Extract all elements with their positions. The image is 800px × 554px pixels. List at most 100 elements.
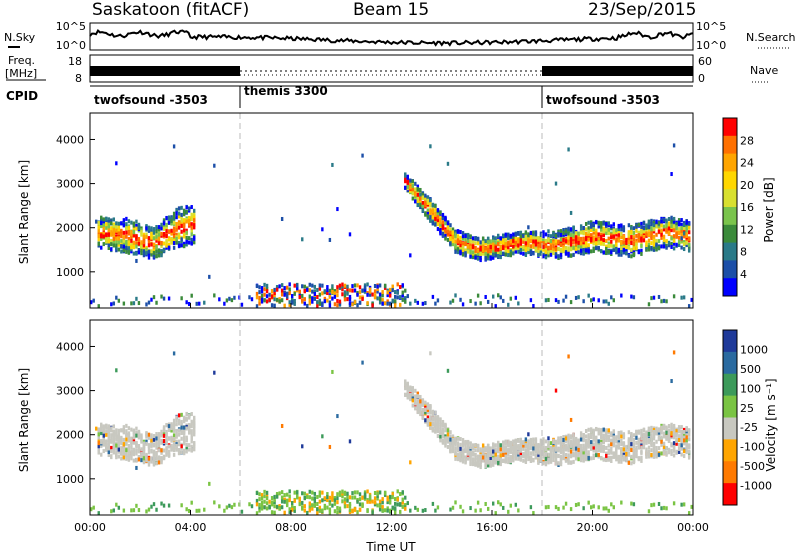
power-cell — [680, 222, 683, 227]
velocity-cell — [107, 437, 110, 442]
power-cell — [172, 211, 176, 216]
nave-right-label: Nave — [750, 64, 778, 77]
velocity-cell — [569, 434, 573, 439]
velocity-cell — [130, 443, 133, 448]
power-cell — [542, 234, 545, 239]
power-cell — [595, 243, 598, 248]
velocity-cell — [195, 508, 198, 513]
velocity-cell — [160, 456, 163, 461]
power-cell — [117, 298, 121, 303]
velocity-cell — [532, 449, 535, 454]
power-cell — [361, 288, 364, 293]
power-cell — [549, 248, 553, 253]
power-cell — [451, 230, 455, 235]
power-cell — [597, 245, 600, 250]
power-cell — [529, 232, 533, 237]
velocity-cell — [612, 454, 615, 459]
power-cell — [145, 234, 148, 239]
power-cell — [177, 232, 181, 237]
power-cell — [100, 221, 103, 226]
power-cell — [130, 236, 133, 241]
power-cell — [341, 282, 344, 287]
velocity-cell — [170, 428, 173, 433]
velocity-cell — [278, 504, 281, 509]
velocity-cell — [167, 449, 171, 454]
power-cell — [592, 235, 595, 240]
velocity-cell — [157, 432, 161, 437]
velocity-cell — [102, 438, 105, 443]
power-cell — [459, 246, 462, 251]
velocity-cell — [605, 434, 608, 439]
velocity-cell — [135, 451, 138, 456]
power-cell — [600, 232, 603, 237]
power-cell — [534, 239, 538, 244]
freq-band-1 — [90, 66, 240, 76]
velocity-cell — [150, 504, 153, 509]
power-cell — [175, 215, 178, 220]
power-cell — [132, 240, 136, 245]
power-cell — [559, 237, 563, 242]
power-cell — [479, 246, 482, 251]
velocity-cell — [592, 442, 595, 447]
colorbar-swatch — [723, 224, 737, 244]
power-cell — [587, 229, 590, 234]
power-cell — [672, 143, 676, 148]
power-cell — [157, 253, 161, 258]
velocity-cell — [620, 447, 623, 452]
velocity-cell — [358, 502, 362, 507]
velocity-cell — [434, 414, 437, 419]
velocity-cell — [539, 458, 543, 463]
velocity-cell — [464, 441, 467, 446]
velocity-cell — [127, 432, 131, 437]
power-cell — [343, 283, 347, 288]
velocity-cell — [100, 443, 103, 448]
velocity-cell — [180, 430, 183, 435]
power-cell — [529, 239, 533, 244]
power-cell — [522, 233, 525, 238]
velocity-cell — [627, 439, 631, 444]
velocity-cell — [117, 443, 121, 448]
velocity-cell — [489, 458, 492, 463]
power-cell — [373, 289, 377, 294]
power-cell — [464, 237, 467, 242]
power-cell — [424, 200, 427, 205]
velocity-cell — [356, 499, 359, 504]
power-cell — [255, 304, 259, 308]
velocity-cell — [617, 454, 621, 459]
velocity-cell — [532, 437, 535, 442]
velocity-cell — [368, 499, 372, 504]
velocity-cell — [564, 446, 568, 451]
velocity-cell — [147, 462, 151, 467]
power-cell — [283, 292, 286, 297]
power-cell — [574, 236, 578, 241]
power-cell — [115, 248, 118, 253]
power-cell — [429, 218, 432, 223]
velocity-cell — [620, 438, 623, 443]
velocity-cell — [549, 453, 553, 458]
velocity-cell — [587, 436, 590, 441]
power-cell — [155, 254, 158, 259]
power-cell — [102, 234, 105, 239]
velocity-cell — [549, 441, 553, 446]
power-cell — [258, 295, 261, 300]
velocity-cell — [127, 457, 131, 462]
power-cell — [426, 198, 430, 203]
velocity-cell — [557, 506, 560, 511]
velocity-cell — [532, 511, 535, 515]
velocity-cell — [532, 458, 535, 463]
power-cell — [507, 236, 510, 241]
velocity-cell — [436, 426, 440, 431]
velocity-cell — [187, 508, 191, 513]
velocity-cell — [622, 441, 626, 446]
power-cell — [107, 236, 110, 241]
power-cell — [180, 229, 183, 234]
power-cell — [640, 221, 643, 226]
velocity-cell — [371, 499, 374, 504]
velocity-cell — [451, 439, 455, 444]
power-cell — [522, 251, 525, 256]
velocity-cell — [559, 462, 563, 467]
power-cell — [110, 302, 113, 307]
velocity-cell — [469, 452, 472, 457]
velocity-cell — [486, 447, 490, 452]
velocity-cell — [228, 503, 231, 508]
